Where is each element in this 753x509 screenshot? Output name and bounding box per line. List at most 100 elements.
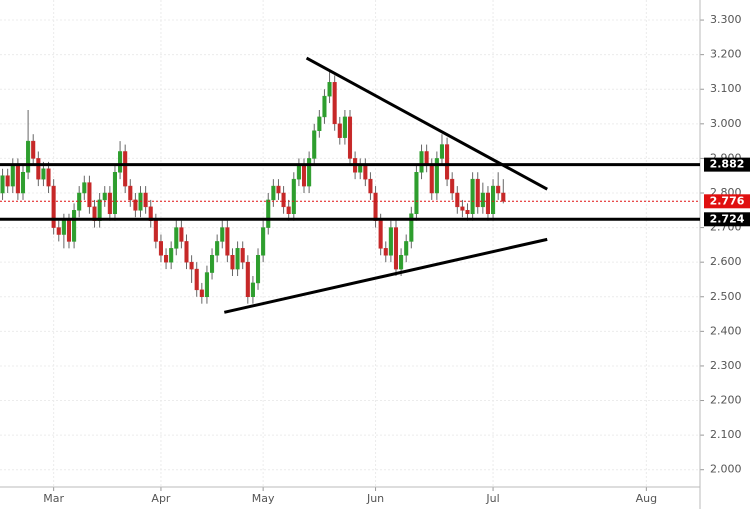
candle-body [332, 82, 337, 125]
last-price-box [704, 194, 750, 209]
candle-body [107, 192, 112, 215]
candle-body [373, 192, 378, 221]
candle-body [404, 241, 409, 256]
candle-body [61, 220, 66, 235]
trendline [223, 237, 548, 314]
candle-body [317, 116, 322, 131]
candle-body [46, 168, 51, 187]
candle-body [485, 192, 490, 215]
candle-body [97, 199, 102, 221]
x-tick-label: Apr [151, 492, 171, 505]
candle-body [271, 185, 276, 201]
candle-body [480, 192, 485, 208]
x-tick-label: May [252, 492, 275, 505]
x-tick-label: Jun [366, 492, 384, 505]
x-tick-label: Mar [43, 492, 64, 505]
candle-body [102, 192, 107, 201]
candle-body [189, 261, 194, 270]
candle-body [255, 255, 261, 284]
candle-body [194, 268, 199, 291]
candle-body [475, 178, 480, 208]
candle-body [143, 192, 148, 208]
candle-body [368, 178, 373, 194]
candle-body [378, 220, 383, 249]
candle-body [358, 165, 363, 173]
candle-body [434, 158, 439, 194]
candle-body [184, 241, 189, 263]
x-tick-label: Jul [485, 492, 499, 505]
candle-body [72, 210, 77, 242]
candle-body [491, 185, 496, 215]
candle-body [388, 227, 393, 256]
level-label: 2.724 [710, 212, 745, 225]
candle-body [123, 151, 128, 187]
candle-body [210, 255, 215, 273]
last-price-label: 2.776 [710, 194, 745, 207]
candle-body [250, 282, 255, 298]
candle-body [261, 227, 266, 256]
candle-body [307, 158, 312, 187]
candle-body [450, 178, 455, 194]
candle-body [322, 95, 327, 118]
candle-body [235, 248, 240, 270]
candle-body [20, 171, 26, 194]
x-tick-label: Aug [636, 492, 657, 505]
candle-body [169, 248, 174, 263]
candle-body [87, 182, 92, 208]
candle-body [496, 185, 501, 194]
candle-body [215, 241, 220, 256]
candle-body [312, 130, 317, 159]
candle-body [455, 192, 460, 208]
candle-body [363, 165, 368, 180]
candle-body [281, 192, 286, 208]
candle-body [245, 261, 250, 298]
y-tick-label: 3.300 [710, 13, 742, 26]
candle-body [327, 82, 332, 97]
candle-body [276, 185, 281, 194]
candle-body [128, 185, 133, 201]
y-tick-label: 3.200 [710, 48, 742, 61]
y-tick-label: 2.400 [710, 324, 742, 337]
candle-body [204, 272, 209, 298]
candle-body [5, 175, 10, 187]
candle-body [179, 227, 184, 242]
candle-body [460, 206, 465, 211]
candle-body [230, 255, 235, 270]
candle-body [56, 227, 61, 235]
candle-body [399, 255, 404, 270]
candle-body [199, 289, 204, 298]
candle-body [439, 144, 445, 159]
candle-body [419, 151, 424, 173]
candle-body [465, 210, 470, 215]
candle-body [82, 182, 87, 194]
y-tick-label: 2.100 [710, 428, 742, 441]
candle-body [153, 220, 158, 242]
candle-body [174, 227, 179, 249]
candle-body [112, 171, 118, 215]
y-tick-label: 2.600 [710, 255, 742, 268]
candle-body [337, 123, 342, 138]
candle-body [445, 144, 450, 180]
candle-body [291, 178, 296, 215]
candle-body [414, 171, 419, 215]
candle-body [470, 178, 475, 215]
level-label: 2.882 [710, 158, 745, 171]
plot-background [0, 0, 700, 487]
candle-body [301, 165, 307, 187]
candle-body [10, 165, 15, 187]
candle-body [41, 168, 46, 180]
candle-body [501, 192, 506, 202]
candle-body [36, 158, 41, 180]
candle-body [220, 227, 225, 242]
candle-body [409, 213, 414, 242]
level-label-box [704, 157, 750, 172]
candle-body [133, 199, 138, 211]
candle-body [158, 241, 163, 256]
candle-body [266, 199, 271, 228]
y-tick-label: 3.000 [710, 117, 742, 130]
candle-body [383, 248, 388, 256]
candle-body [118, 151, 123, 173]
y-tick-label: 2.000 [710, 463, 742, 476]
y-tick-label: 2.500 [710, 290, 742, 303]
